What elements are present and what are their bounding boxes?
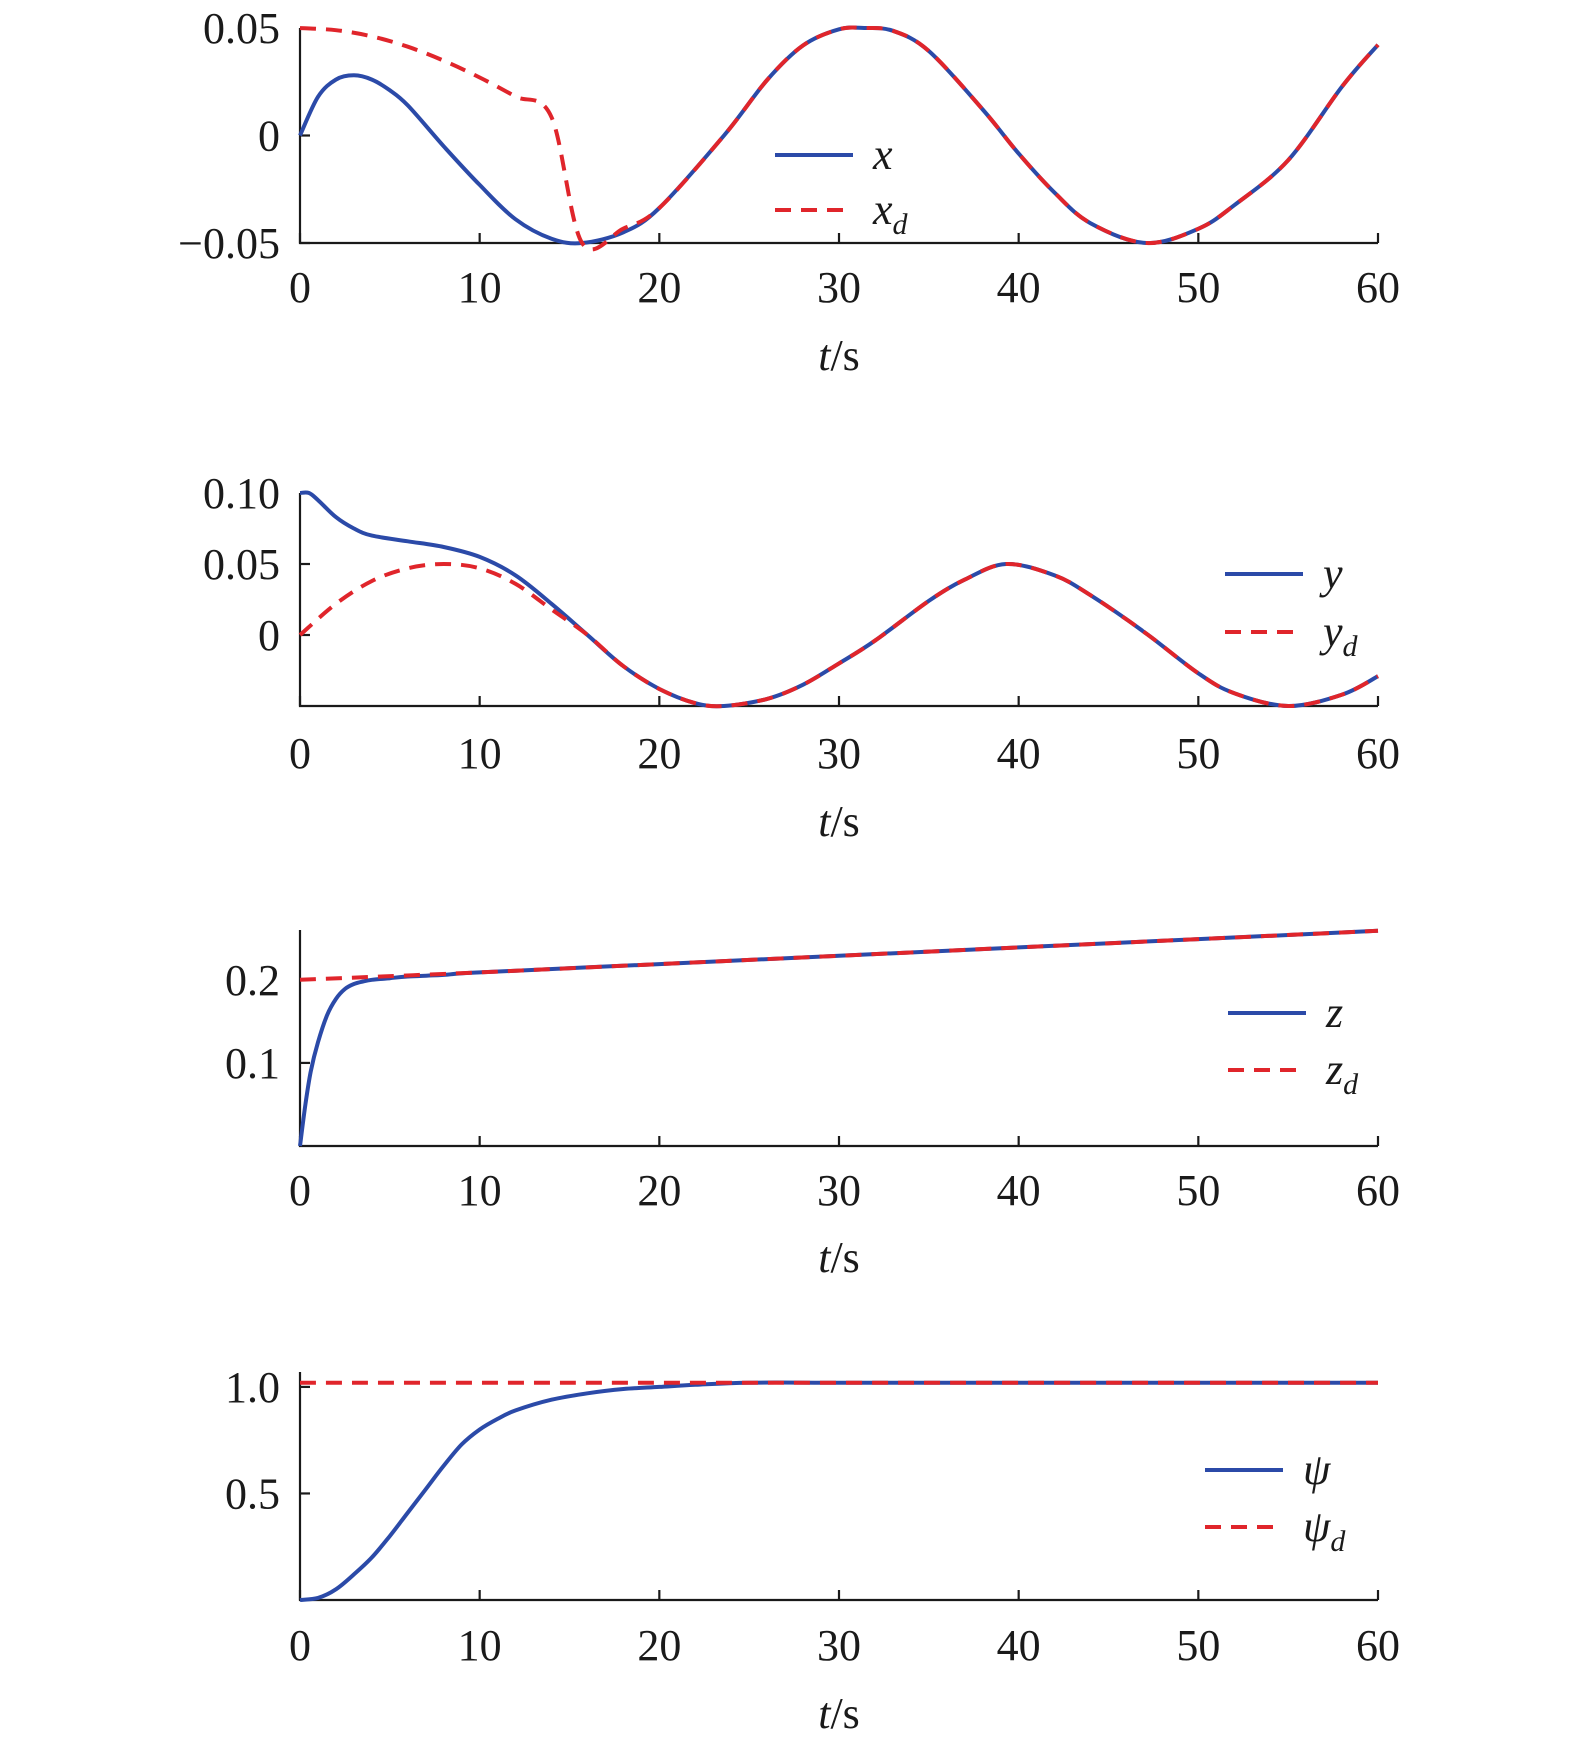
series-line-x-d	[299, 25, 1380, 252]
x-tick-label: 10	[458, 1621, 502, 1670]
y-tick-label: 0.5	[225, 1469, 280, 1518]
y-tick-label: 1.0	[225, 1363, 280, 1412]
x-tick-label: 60	[1356, 1166, 1400, 1215]
series-line-z-d	[299, 928, 1379, 982]
y-tick-label: 0.2	[225, 956, 280, 1005]
y-tick-label: 0.05	[203, 540, 280, 589]
x-tick-label: 40	[997, 263, 1041, 312]
axes-frame	[298, 930, 1378, 1148]
x-tick-label: 60	[1356, 1621, 1400, 1670]
y-tick-label: 0.05	[203, 4, 280, 53]
legend-label: ψd	[1303, 1502, 1346, 1558]
x-tick-label: 50	[1176, 1166, 1220, 1215]
legend-label: yd	[1319, 607, 1359, 663]
legend-label: ψ	[1303, 1445, 1331, 1494]
x-tick-label: 50	[1176, 1621, 1220, 1670]
y-tick-label: 0	[258, 112, 280, 161]
x-axis-label: t/s	[818, 797, 860, 846]
x-axis-label: t/s	[818, 331, 860, 380]
x-tick-label: 30	[817, 263, 861, 312]
x-tick-label: 40	[997, 1621, 1041, 1670]
y-tick-label: 0	[258, 611, 280, 660]
axes-frame	[298, 493, 1378, 708]
subplot-2: 0 10 20 30 40 50 60 0 0.05 0.10 t/s y yd	[203, 469, 1400, 846]
x-tick-label: 0	[289, 1166, 311, 1215]
x-tick-label: 30	[817, 1621, 861, 1670]
y-tick-label: −0.05	[178, 219, 280, 268]
x-tick-label: 30	[817, 729, 861, 778]
x-tick-label: 0	[289, 1621, 311, 1670]
x-tick-label: 50	[1176, 263, 1220, 312]
series-line-y	[299, 490, 1379, 709]
x-tick-label: 40	[997, 729, 1041, 778]
x-tick-label: 0	[289, 263, 311, 312]
x-tick-label: 20	[637, 1621, 681, 1670]
x-tick-label: 10	[458, 263, 502, 312]
x-axis-label: t/s	[818, 1233, 860, 1282]
x-tick-label: 30	[817, 1166, 861, 1215]
legend-label: y	[1319, 549, 1343, 598]
legend-label: z	[1325, 988, 1343, 1037]
y-tick-label: 0.1	[225, 1039, 280, 1088]
series-line-z	[298, 928, 1379, 1147]
subplot-3: 0 10 20 30 40 50 60 0.1 0.2 t/s z zd	[225, 928, 1400, 1282]
x-axis-label: t/s	[818, 1689, 860, 1738]
y-tick-label: 0.10	[203, 469, 280, 518]
x-tick-label: 40	[997, 1166, 1041, 1215]
x-tick-label: 10	[458, 729, 502, 778]
x-tick-label: 50	[1176, 729, 1220, 778]
x-tick-label: 20	[637, 1166, 681, 1215]
legend-label: x	[872, 130, 893, 179]
x-tick-label: 60	[1356, 263, 1400, 312]
x-tick-label: 20	[637, 729, 681, 778]
legend-label: xd	[872, 185, 909, 241]
series-line-ψ	[299, 1380, 1378, 1602]
x-tick-label: 10	[458, 1166, 502, 1215]
x-tick-label: 0	[289, 729, 311, 778]
subplot-4: 0 10 20 30 40 50 60 0.5 1.0 t/s ψ ψd	[225, 1363, 1400, 1738]
axes-frame	[298, 1372, 1378, 1602]
legend-label: zd	[1325, 1045, 1359, 1101]
x-tick-label: 60	[1356, 729, 1400, 778]
series-line-y-d	[298, 561, 1379, 709]
x-tick-label: 20	[637, 263, 681, 312]
